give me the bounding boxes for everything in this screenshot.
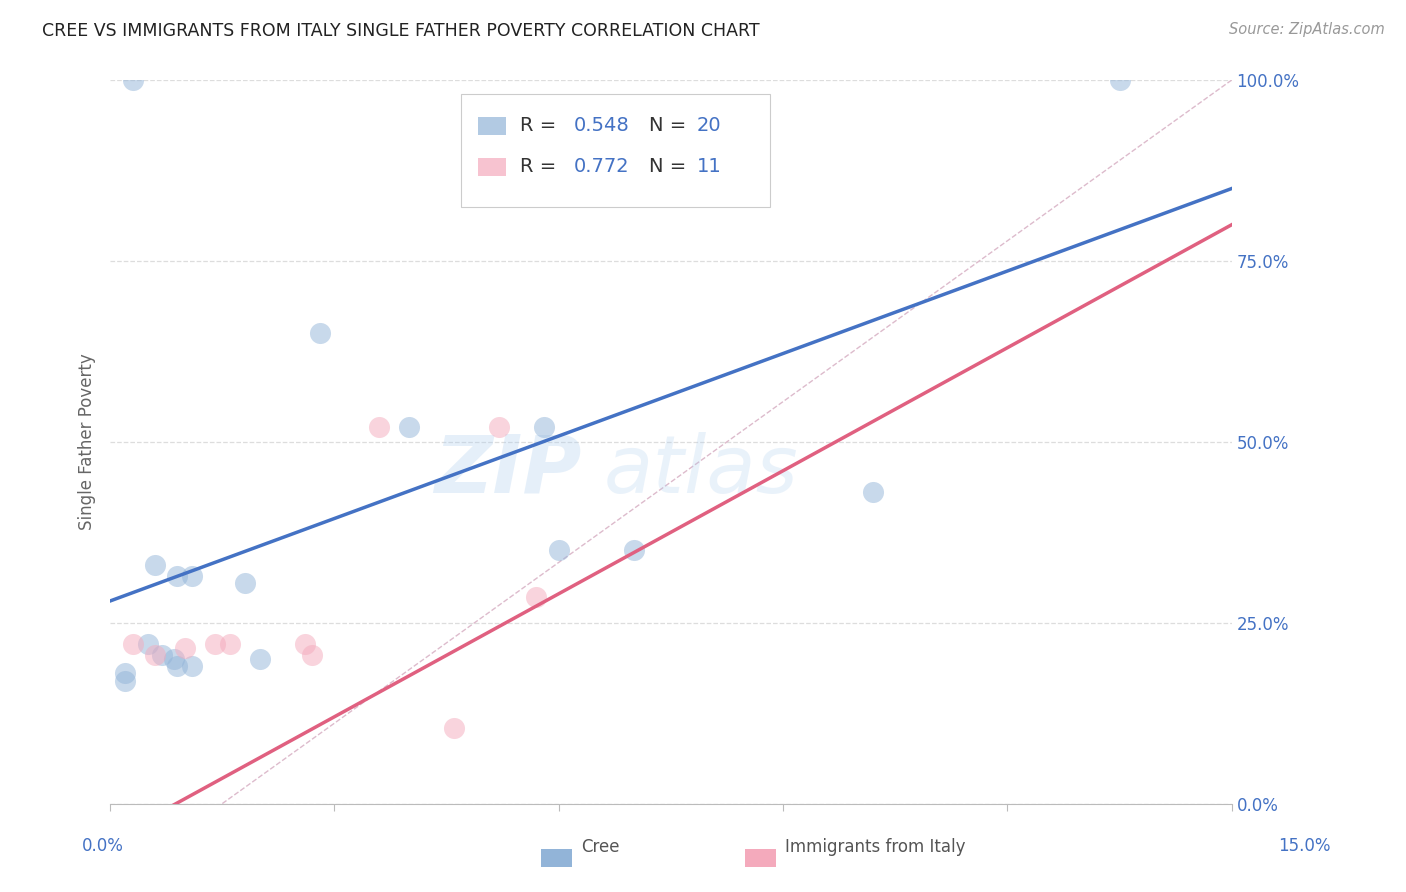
Point [181,659,204,673]
Point [181,568,204,582]
Point [294,637,316,651]
Text: 20: 20 [697,116,721,135]
Point [204,637,226,651]
Text: Immigrants from Italy: Immigrants from Italy [785,838,965,856]
Y-axis label: Single Father Poverty: Single Father Poverty [79,353,96,530]
Text: 15.0%: 15.0% [1278,837,1331,855]
Text: 0.772: 0.772 [574,157,628,177]
Point [533,420,555,434]
FancyBboxPatch shape [461,95,769,207]
Point [308,326,330,341]
Text: R =: R = [520,116,562,135]
Point [1108,73,1130,87]
Point [136,637,159,651]
Point [166,568,188,582]
Point [163,652,186,666]
Text: N =: N = [648,157,692,177]
Point [443,721,465,735]
Point [524,591,547,605]
Text: N =: N = [648,116,692,135]
Point [398,420,420,434]
Point [121,637,143,651]
Point [114,666,136,681]
Text: 0.548: 0.548 [574,116,628,135]
Text: R =: R = [520,157,562,177]
Text: Cree: Cree [581,838,619,856]
Point [152,648,174,663]
Point [218,637,240,651]
Point [143,648,166,663]
Point [143,558,166,572]
Point [249,652,271,666]
Text: atlas: atlas [603,432,799,509]
Point [547,543,569,558]
Point [488,420,510,434]
FancyBboxPatch shape [478,158,506,176]
Text: ZIP: ZIP [434,432,581,509]
Point [174,640,197,655]
Point [623,543,645,558]
Point [368,420,391,434]
Text: CREE VS IMMIGRANTS FROM ITALY SINGLE FATHER POVERTY CORRELATION CHART: CREE VS IMMIGRANTS FROM ITALY SINGLE FAT… [42,22,759,40]
Text: 0.0%: 0.0% [82,837,124,855]
FancyBboxPatch shape [478,117,506,135]
Point [862,485,884,500]
Point [233,575,256,590]
Point [114,673,136,688]
Text: Source: ZipAtlas.com: Source: ZipAtlas.com [1229,22,1385,37]
Point [121,73,143,87]
Point [166,659,188,673]
Point [301,648,323,663]
Text: 11: 11 [697,157,721,177]
